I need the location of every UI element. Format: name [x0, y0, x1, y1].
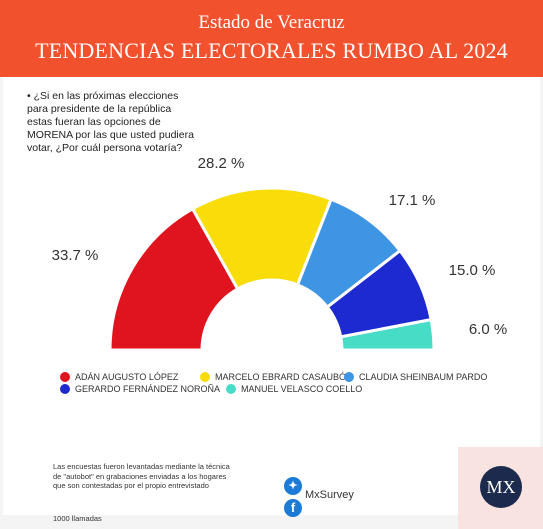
facebook-icon[interactable]: f: [284, 499, 302, 517]
social-handle[interactable]: MxSurvey: [305, 489, 354, 501]
page-title: TENDENCIAS ELECTORALES RUMBO AL 2024: [35, 38, 508, 63]
chart-panel: [3, 77, 540, 515]
sample-size: 1000 llamadas: [53, 514, 102, 523]
survey-question: • ¿Si en las próximas elecciones para pr…: [27, 90, 194, 154]
legend-swatch: [60, 384, 70, 394]
slice-label-5: 6.0 %: [469, 321, 507, 338]
slice-label-3: 17.1 %: [389, 192, 436, 209]
slice-5: [339, 317, 436, 352]
legend-item-3: CLAUDIA SHEINBAUM PARDO: [344, 372, 487, 382]
legend-label: GERARDO FERNÁNDEZ NOROÑA: [75, 384, 221, 394]
state-title: Estado de Veracruz: [198, 12, 345, 33]
legend-label: ADÁN AUGUSTO LÓPEZ: [75, 372, 179, 382]
legend-item-1: ADÁN AUGUSTO LÓPEZ: [60, 372, 178, 382]
header-banner: Estado de Veracruz TENDENCIAS ELECTORALE…: [0, 0, 543, 77]
twitter-icon[interactable]: ✦: [284, 477, 302, 495]
slice-2: [190, 186, 334, 292]
methodology-note: Las encuestas fueron levantadas mediante…: [53, 462, 230, 490]
legend-swatch: [200, 372, 210, 382]
logo-box: MX: [458, 447, 543, 529]
slice-label-2: 28.2 %: [198, 155, 245, 172]
legend-label: CLAUDIA SHEINBAUM PARDO: [359, 372, 488, 382]
slice-1: [108, 206, 240, 352]
legend-swatch: [226, 384, 236, 394]
slice-label-4: 15.0 %: [449, 262, 496, 279]
legend-item-5: MANUEL VELASCO COELLO: [226, 384, 362, 394]
mx-logo: MX: [480, 466, 522, 508]
legend-swatch: [344, 372, 354, 382]
slice-label-1: 33.7 %: [52, 247, 99, 264]
legend-item-4: GERARDO FERNÁNDEZ NOROÑA: [60, 384, 220, 394]
legend-label: MANUEL VELASCO COELLO: [241, 384, 363, 394]
legend-item-2: MARCELO EBRARD CASAUBÓN: [200, 372, 353, 382]
legend-label: MARCELO EBRARD CASAUBÓN: [215, 372, 353, 382]
legend-swatch: [60, 372, 70, 382]
